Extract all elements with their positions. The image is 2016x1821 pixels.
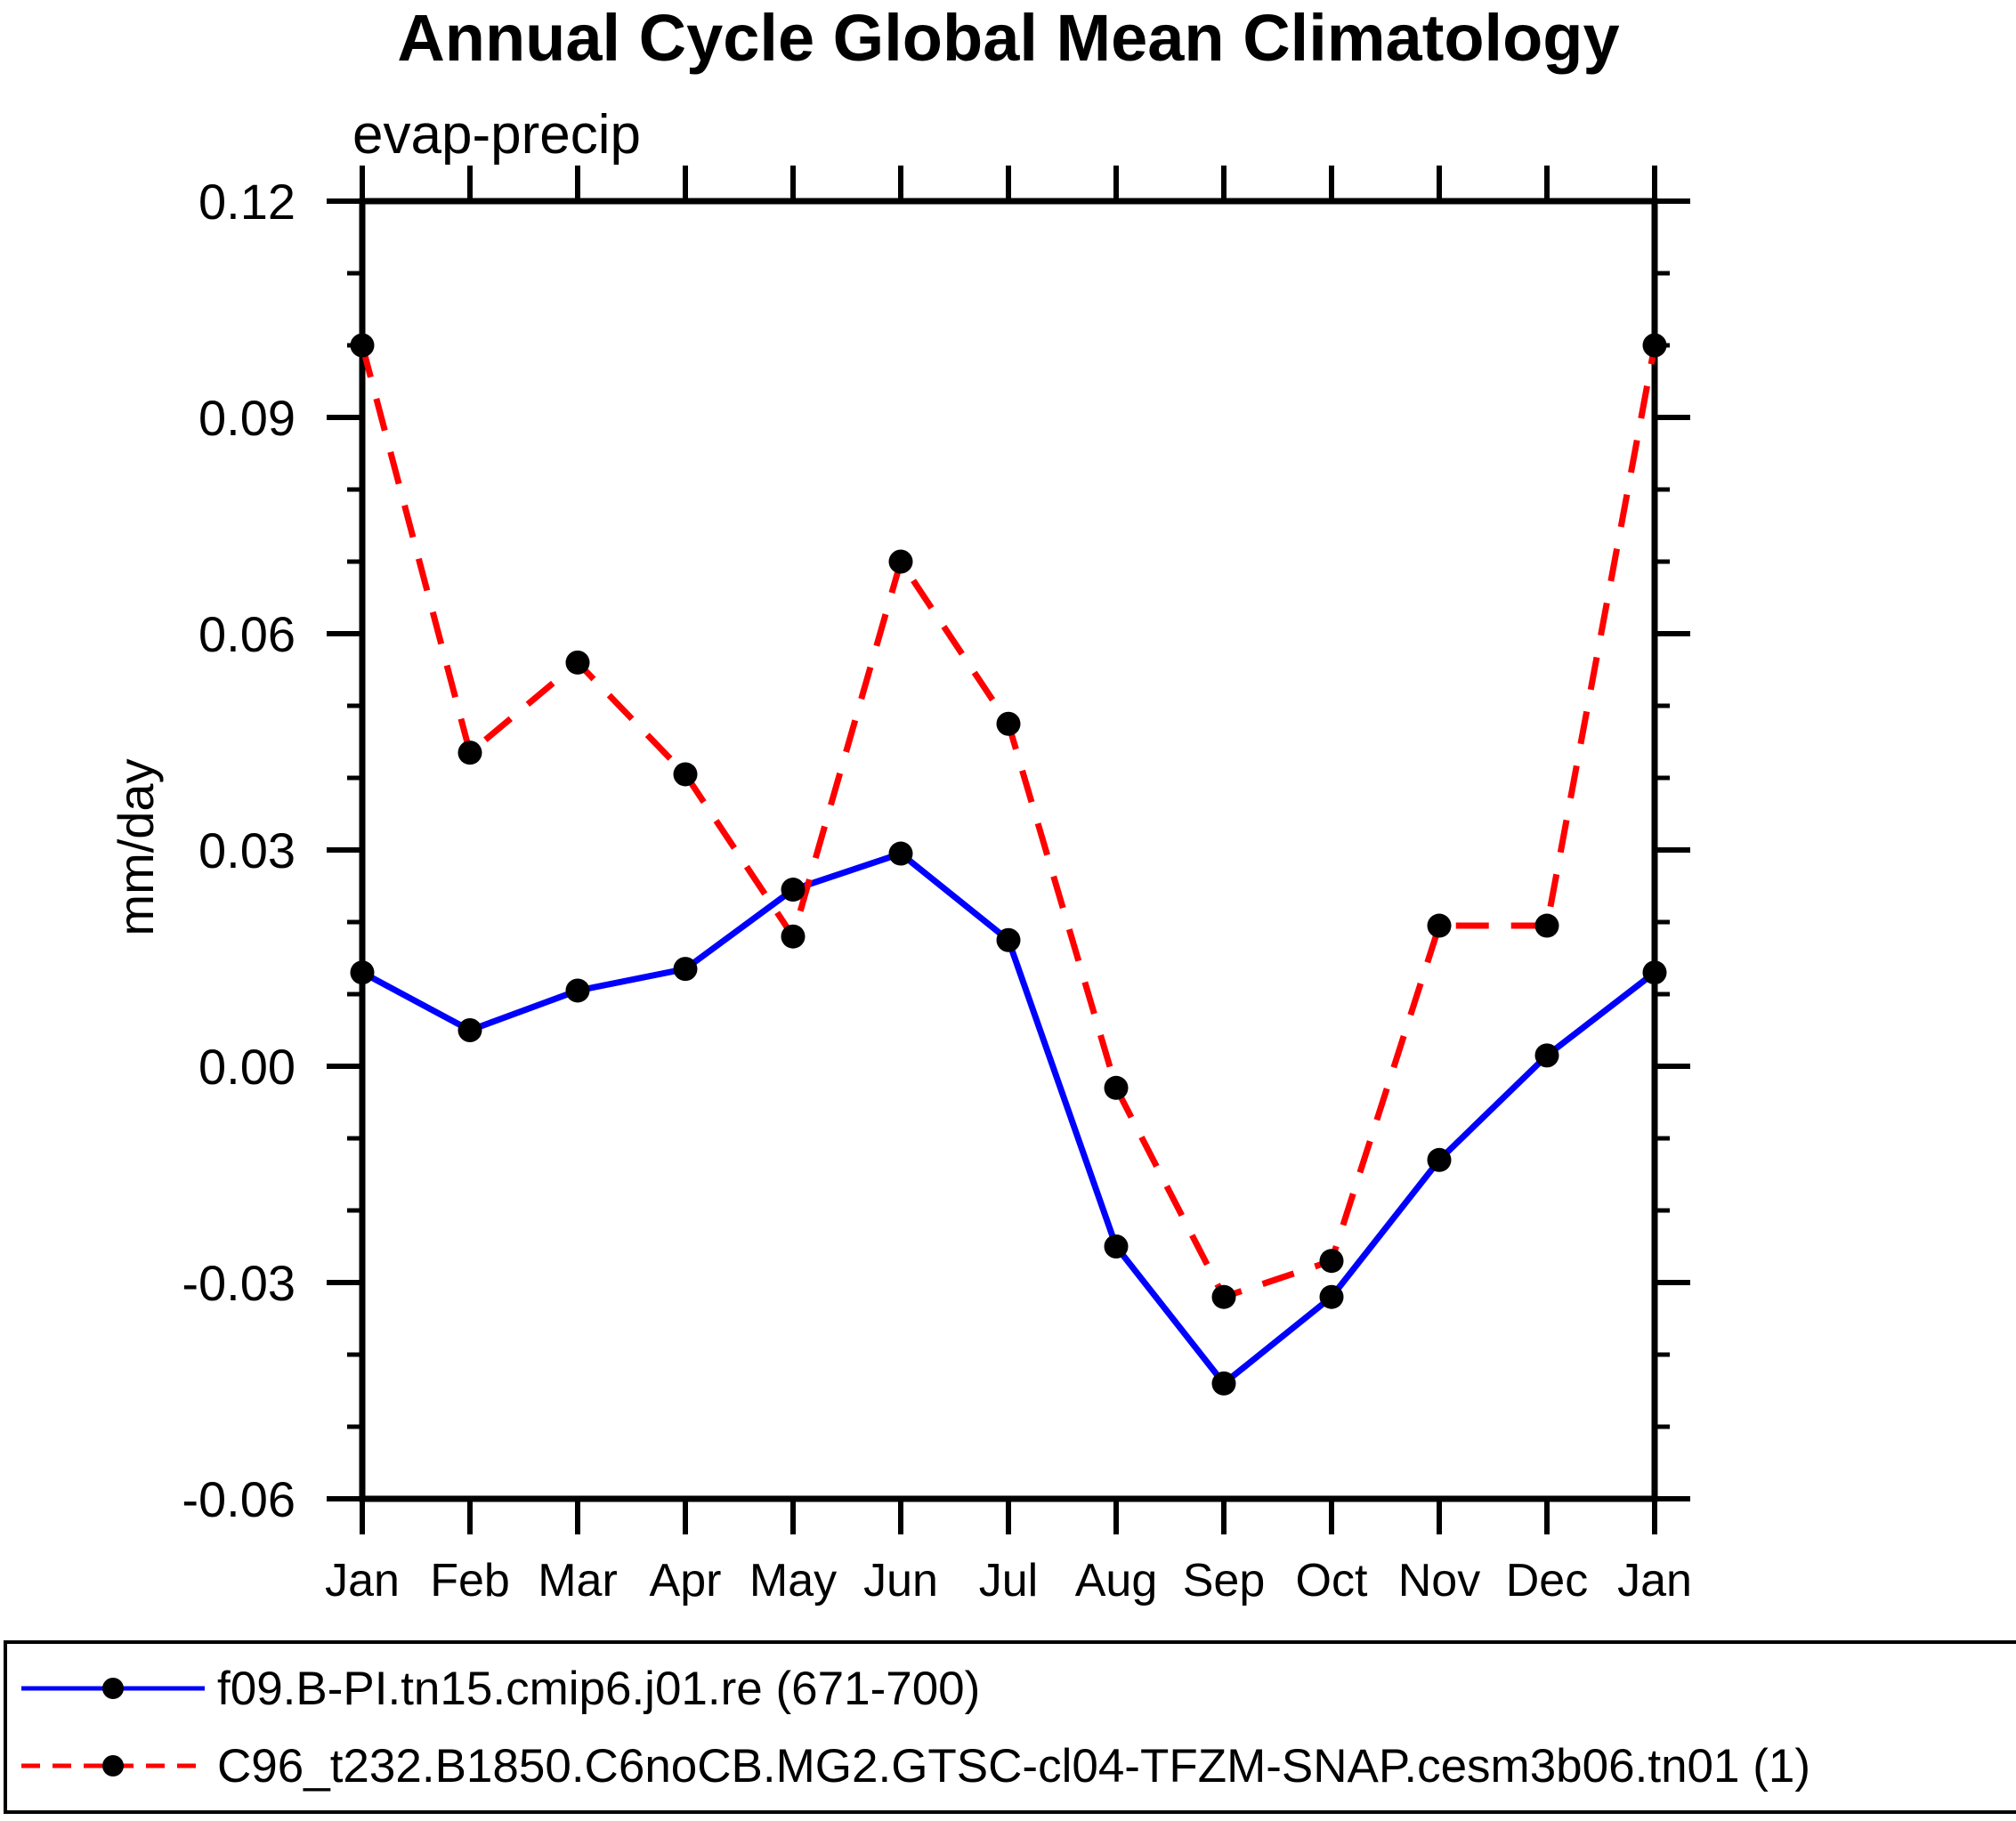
- legend-swatch-red-dashed: [21, 1755, 205, 1776]
- y-tick-label: 0.12: [198, 174, 296, 230]
- series-0-marker: [350, 960, 375, 985]
- series-1-marker: [888, 549, 913, 574]
- series-0-marker: [1104, 1234, 1129, 1259]
- series-line-1: [359, 344, 1658, 1301]
- y-tick-label: -0.06: [182, 1471, 296, 1527]
- x-tick-label: Apr: [650, 1555, 722, 1607]
- plot-area: 0.12 0.09 0.06 0.03 0.00 -0.03 -0.06 Jan Feb Mar A…: [182, 166, 1692, 1607]
- series-1-marker: [1319, 1249, 1344, 1274]
- series-1-marker: [781, 924, 806, 949]
- chart-title: Annual Cycle Global Mean Climatology: [397, 1, 1619, 75]
- series-0-marker: [1534, 1043, 1559, 1068]
- x-tick-label: Oct: [1296, 1555, 1368, 1607]
- series-1-marker: [457, 741, 482, 765]
- series-1-marker: [1534, 913, 1559, 938]
- y-tick-label: -0.03: [182, 1255, 296, 1311]
- series-0-marker: [996, 927, 1021, 952]
- x-tick-label: Dec: [1506, 1555, 1588, 1607]
- series-1-marker: [673, 762, 698, 787]
- series-1-marker: [565, 650, 590, 675]
- series-0-marker: [888, 841, 913, 866]
- series-1-marker: [1104, 1075, 1129, 1100]
- x-tick-label: Jun: [863, 1555, 938, 1607]
- series-0-marker: [1211, 1371, 1236, 1396]
- y-tick-label: 0.03: [198, 822, 296, 878]
- legend-swatch-blue-solid: [21, 1678, 205, 1699]
- x-tick-label: Nov: [1398, 1555, 1480, 1607]
- series-0-marker: [1319, 1284, 1344, 1309]
- series-0-marker: [1642, 960, 1667, 985]
- series-0-marker: [565, 978, 590, 1003]
- legend-label-series-2: C96_t232.B1850.C6noCB.MG2.GTSC-cl04-TFZM…: [217, 1739, 1810, 1793]
- x-tick-label: Aug: [1075, 1555, 1158, 1607]
- series-0-marker: [457, 1018, 482, 1042]
- plot-frame: [359, 198, 1658, 1502]
- legend-label-series-1: f09.B-PI.tn15.cmip6.j01.re (671-700): [217, 1662, 981, 1715]
- series-0-marker: [781, 878, 806, 902]
- legend-item-1: C96_t232.B1850.C6noCB.MG2.GTSC-cl04-TFZM…: [18, 1728, 2016, 1805]
- legend: f09.B-PI.tn15.cmip6.j01.re (671-700) C96…: [4, 1640, 2016, 1814]
- x-tick-label: Feb: [430, 1555, 510, 1607]
- series-0-marker: [1427, 1147, 1452, 1172]
- y-tick-label: 0.09: [198, 390, 296, 446]
- y-axis-label: mm/day: [108, 758, 164, 935]
- x-tick-label: May: [749, 1555, 837, 1607]
- y-tick-label: 0.00: [198, 1039, 296, 1095]
- x-tick-label: Mar: [538, 1555, 618, 1607]
- series-1-marker: [350, 333, 375, 358]
- y-tick-label: 0.06: [198, 606, 296, 662]
- series-1-marker: [1642, 333, 1667, 358]
- series-1-marker: [1211, 1284, 1236, 1309]
- series-1-marker: [1427, 913, 1452, 938]
- series-1-marker: [996, 711, 1021, 736]
- x-tick-label: Jul: [979, 1555, 1038, 1607]
- x-tick-label: Sep: [1183, 1555, 1266, 1607]
- x-tick-label: Jan: [1617, 1555, 1692, 1607]
- x-tick-label: Jan: [325, 1555, 400, 1607]
- legend-item-0: f09.B-PI.tn15.cmip6.j01.re (671-700): [18, 1650, 2016, 1728]
- series-0-marker: [673, 957, 698, 982]
- chart-subtitle: evap-precip: [352, 104, 641, 166]
